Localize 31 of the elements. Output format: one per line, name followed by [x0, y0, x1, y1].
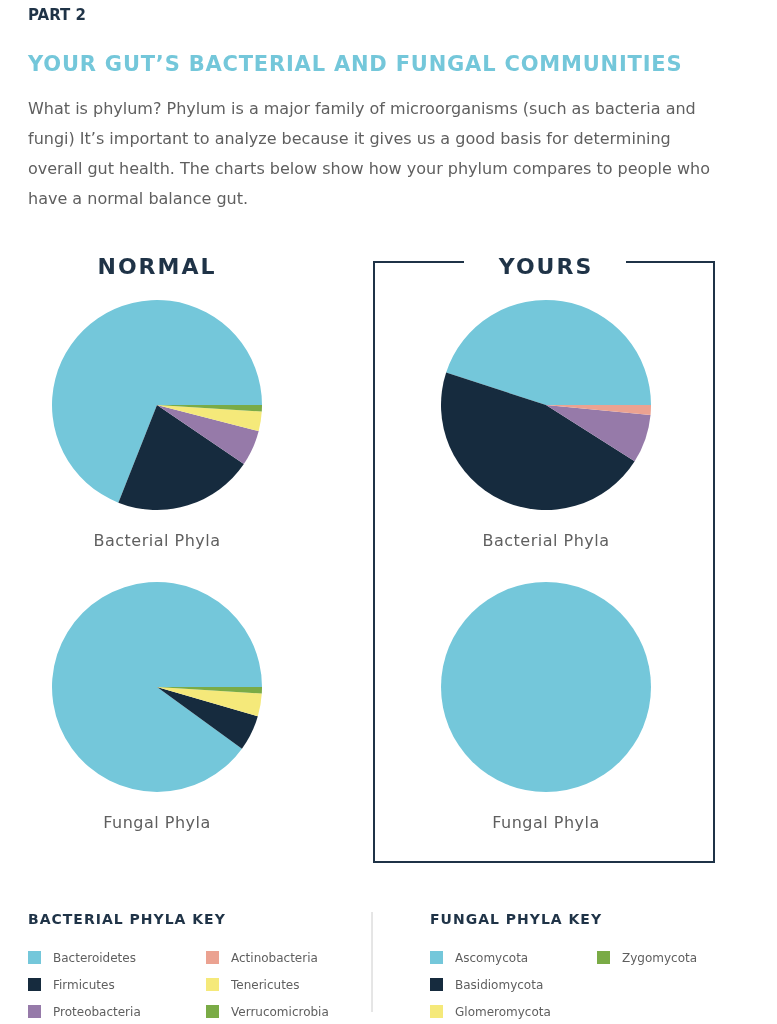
pie-slice: [118, 405, 244, 510]
pie-slice: [546, 405, 651, 462]
text: What is phylum? Phylum is a major family of microorganisms (such as bacteria and fungi) It’s important to analyze because it gives us a good basis for determining overall gut health. The charts below show how your phylum compares to people who have a normal balance gut.: [28, 98, 711, 210]
pie-slice: [157, 405, 259, 465]
text: YOUR GUT’S BACTERIAL AND FUNGAL COMMUNITIES: [28, 52, 683, 76]
legend-label: Tenericutes: [230, 978, 300, 992]
text: PART 2: [28, 6, 86, 24]
text: Bacterial Phyla: [93, 531, 221, 550]
pie-slice: [157, 687, 258, 749]
chart-subtitle: NORMAL: [97, 254, 217, 279]
pie-slice: [441, 372, 635, 510]
legend-label: Glomeromycota: [455, 1005, 551, 1019]
legend-label: Verrucomicrobia: [231, 1005, 329, 1019]
legend-title: FUNGAL PHYLA KEY: [430, 911, 603, 927]
pie-slice: [52, 582, 262, 792]
legend-title: BACTERIAL PHYLA KEY: [28, 911, 226, 927]
legend-label: Bacteroidetes: [53, 951, 136, 965]
legend-label: Firmicutes: [53, 978, 115, 992]
text: Fungal Phyla: [492, 813, 600, 832]
legend-label: Proteobacteria: [53, 1005, 141, 1019]
pie-slice: [157, 687, 262, 717]
text: Fungal Phyla: [103, 813, 211, 832]
legend-label: Actinobacteria: [231, 951, 318, 965]
pie-slice: [52, 300, 262, 503]
legend-label: Basidiomycota: [455, 978, 544, 992]
pie-slice: [157, 405, 262, 432]
chart-subtitle: YOURS: [497, 254, 594, 279]
pie-slice: [446, 300, 651, 405]
legend-label: Zygomycota: [622, 951, 698, 965]
text: Bacterial Phyla: [482, 531, 610, 550]
legend-label: Ascomycota: [455, 951, 529, 965]
